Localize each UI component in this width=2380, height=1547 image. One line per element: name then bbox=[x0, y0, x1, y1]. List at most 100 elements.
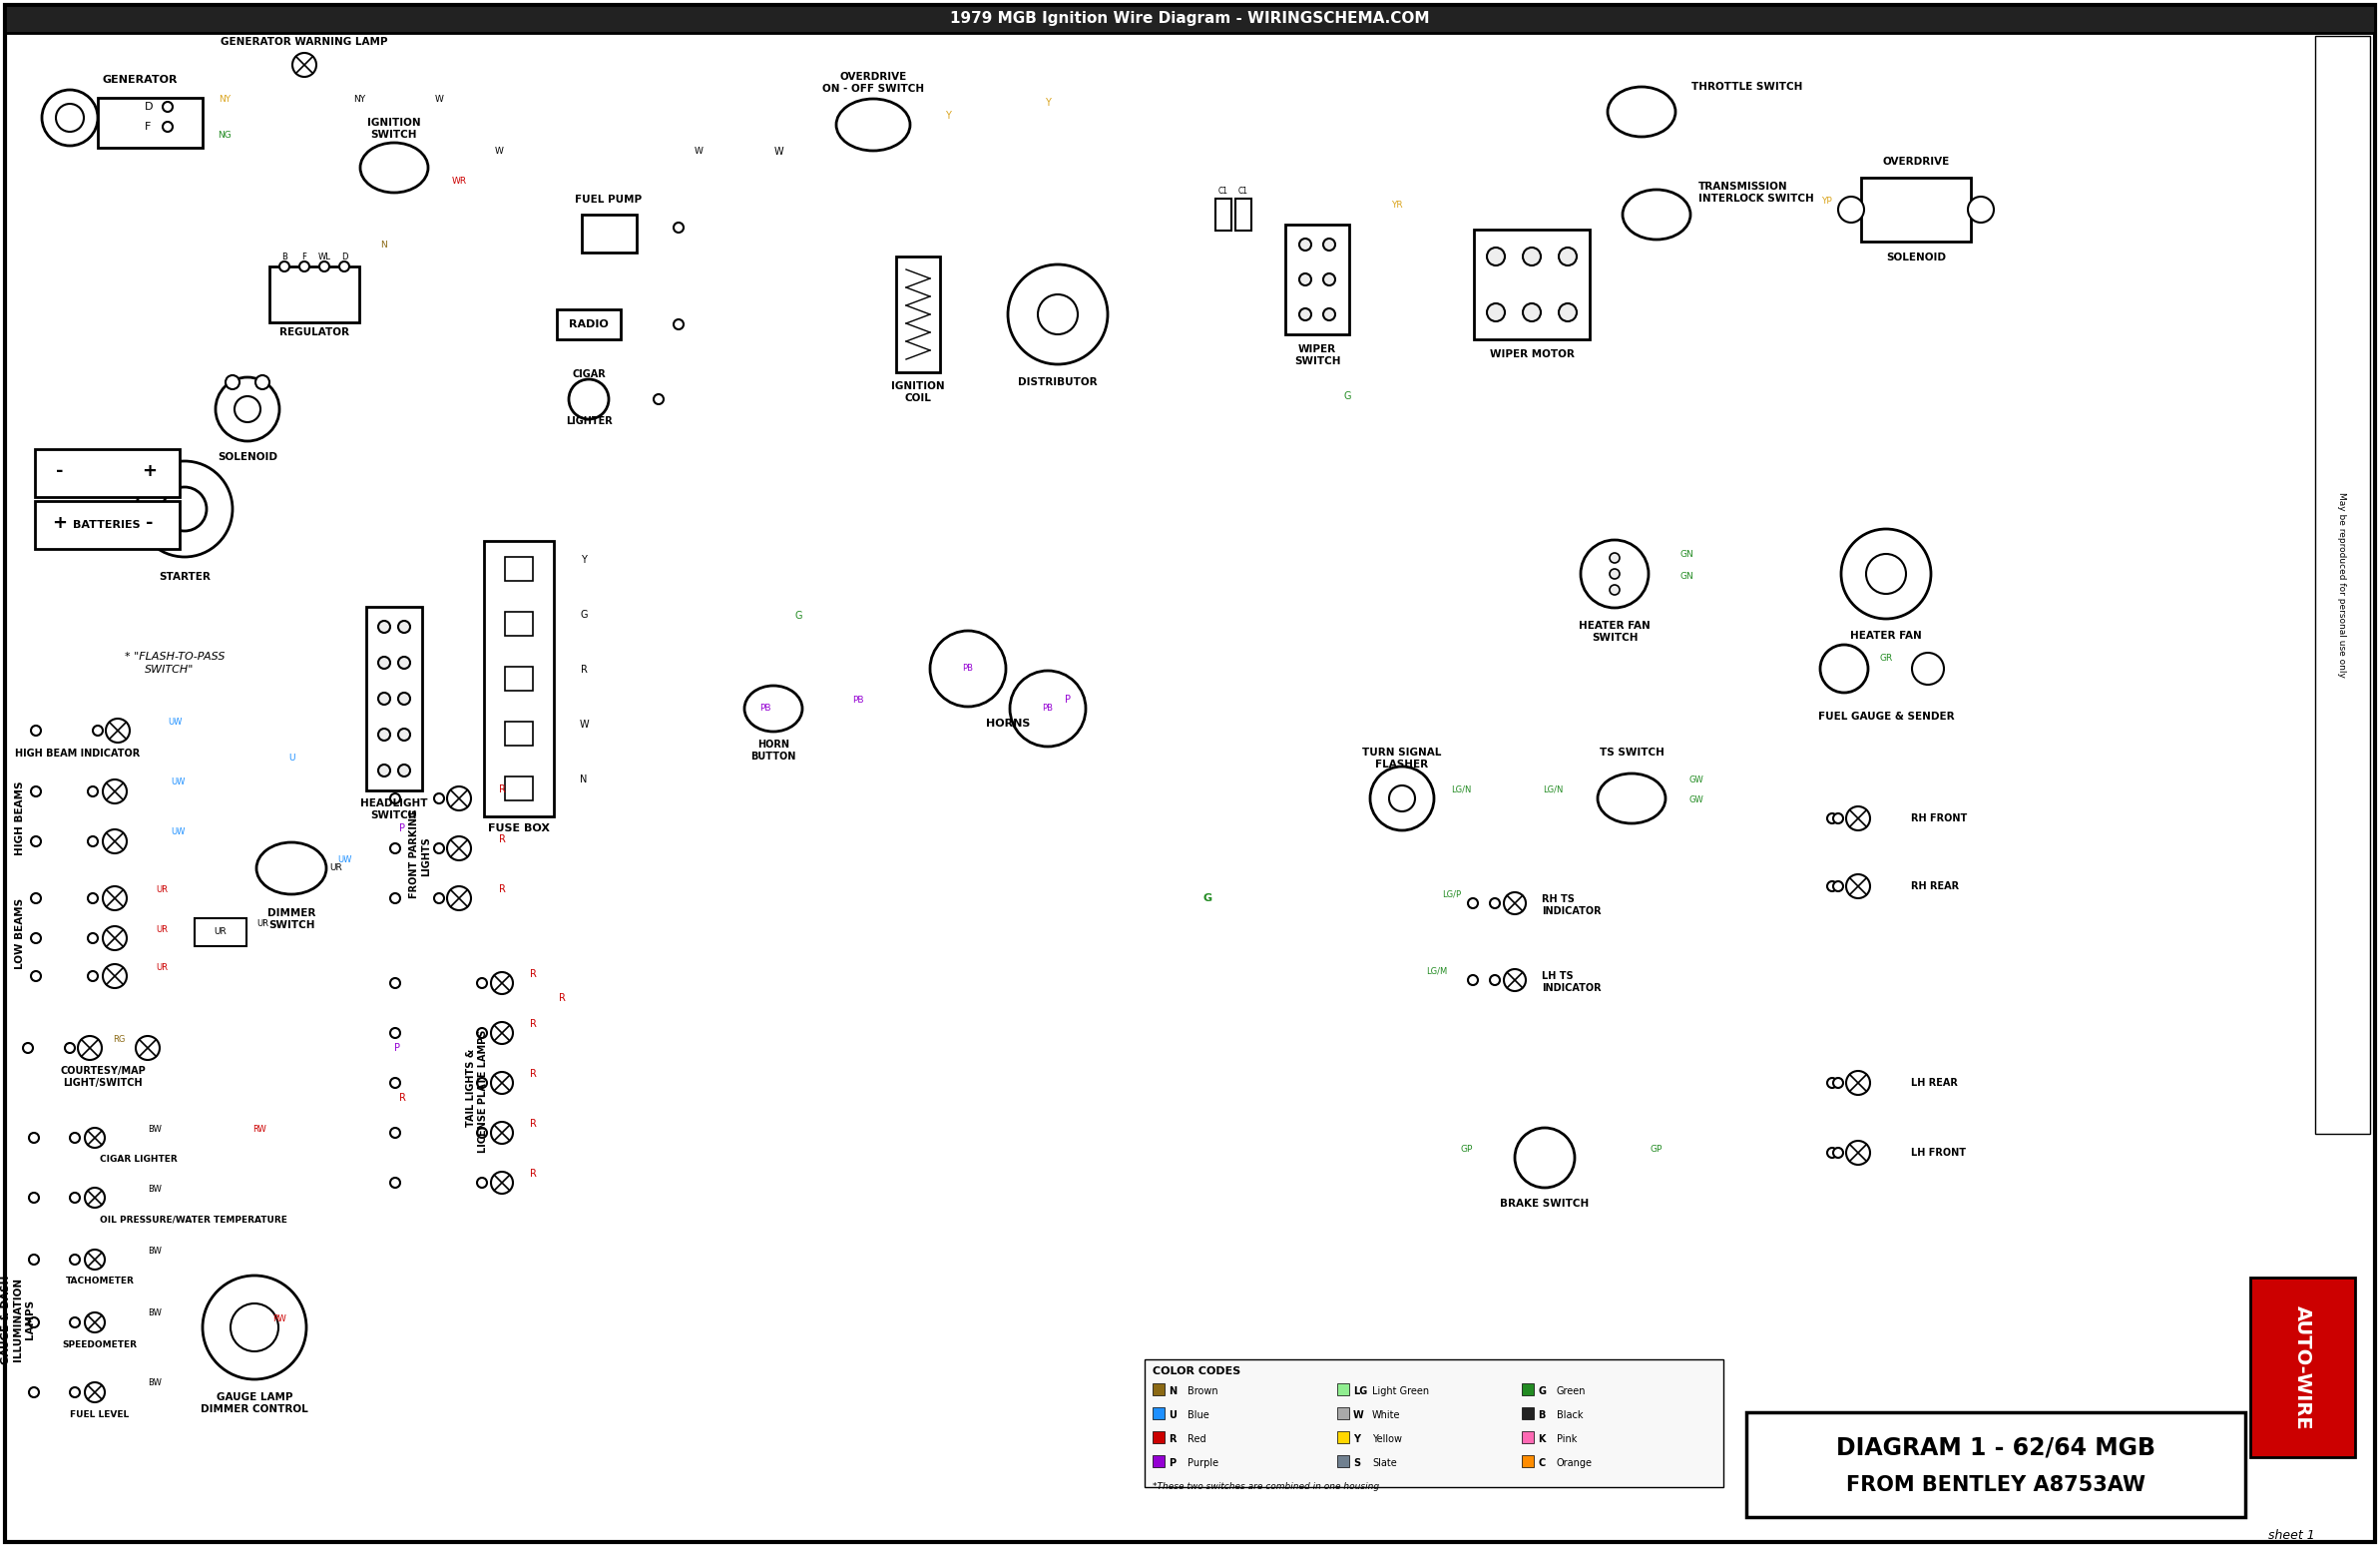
Circle shape bbox=[447, 786, 471, 811]
Circle shape bbox=[1490, 899, 1499, 908]
Text: Slate: Slate bbox=[1373, 1459, 1397, 1468]
Text: R: R bbox=[581, 665, 588, 674]
Circle shape bbox=[674, 223, 683, 232]
Text: R: R bbox=[497, 834, 505, 845]
Circle shape bbox=[31, 837, 40, 846]
Bar bbox=[1216, 198, 1230, 231]
Text: RADIO: RADIO bbox=[569, 319, 609, 330]
Circle shape bbox=[31, 786, 40, 797]
Text: GW: GW bbox=[1690, 777, 1704, 784]
Text: RH REAR: RH REAR bbox=[1911, 882, 1959, 891]
Circle shape bbox=[255, 376, 269, 390]
Circle shape bbox=[1323, 238, 1335, 251]
Bar bbox=[36, 501, 178, 549]
Circle shape bbox=[1821, 645, 1868, 693]
Circle shape bbox=[1609, 552, 1621, 563]
Circle shape bbox=[300, 261, 309, 271]
Bar bbox=[1152, 1431, 1164, 1443]
Circle shape bbox=[136, 1036, 159, 1060]
Text: GENERATOR: GENERATOR bbox=[102, 74, 178, 85]
Ellipse shape bbox=[1597, 774, 1666, 823]
Circle shape bbox=[136, 461, 233, 557]
Text: OVERDRIVE: OVERDRIVE bbox=[840, 71, 907, 82]
Text: HEATER FAN: HEATER FAN bbox=[1849, 631, 1921, 640]
Text: Y: Y bbox=[945, 111, 952, 121]
Text: FUSE BOX: FUSE BOX bbox=[488, 823, 550, 834]
Circle shape bbox=[447, 886, 471, 910]
Bar bbox=[505, 667, 533, 690]
Circle shape bbox=[29, 1388, 38, 1397]
Circle shape bbox=[1580, 540, 1649, 608]
Text: BRAKE SWITCH: BRAKE SWITCH bbox=[1499, 1199, 1590, 1208]
Text: HORN: HORN bbox=[757, 739, 790, 750]
Circle shape bbox=[86, 1250, 105, 1270]
Circle shape bbox=[105, 719, 131, 743]
Circle shape bbox=[1828, 1078, 1837, 1088]
Circle shape bbox=[1833, 814, 1842, 823]
Text: UW: UW bbox=[338, 855, 352, 863]
Circle shape bbox=[447, 837, 471, 860]
Text: GN: GN bbox=[1680, 571, 1692, 580]
Circle shape bbox=[378, 620, 390, 633]
Circle shape bbox=[1468, 975, 1478, 985]
Circle shape bbox=[1837, 196, 1864, 223]
Text: Brown: Brown bbox=[1188, 1386, 1219, 1397]
Text: PB: PB bbox=[962, 664, 973, 673]
Text: DIMMER CONTROL: DIMMER CONTROL bbox=[200, 1405, 309, 1414]
Text: PB: PB bbox=[759, 704, 771, 713]
Circle shape bbox=[1847, 1140, 1871, 1165]
Text: R: R bbox=[497, 784, 505, 795]
Text: REGULATOR: REGULATOR bbox=[278, 328, 350, 337]
Ellipse shape bbox=[1606, 87, 1676, 136]
Text: IGNITION: IGNITION bbox=[892, 381, 945, 391]
Text: G: G bbox=[795, 611, 802, 620]
Text: RW: RW bbox=[252, 1125, 267, 1134]
Circle shape bbox=[29, 1318, 38, 1327]
Bar bbox=[505, 777, 533, 800]
Text: WIPER MOTOR: WIPER MOTOR bbox=[1490, 350, 1573, 359]
Circle shape bbox=[476, 1078, 488, 1088]
Text: B: B bbox=[281, 252, 288, 261]
Text: G: G bbox=[581, 610, 588, 620]
Text: RW: RW bbox=[274, 1315, 286, 1324]
Circle shape bbox=[397, 693, 409, 704]
Bar bbox=[5, 5, 2375, 32]
Circle shape bbox=[433, 794, 445, 803]
Text: W: W bbox=[1354, 1411, 1364, 1420]
Circle shape bbox=[64, 1043, 74, 1054]
Circle shape bbox=[1968, 196, 1994, 223]
Text: OVERDRIVE: OVERDRIVE bbox=[1883, 156, 1949, 167]
Circle shape bbox=[390, 893, 400, 903]
Circle shape bbox=[378, 729, 390, 741]
Circle shape bbox=[102, 780, 126, 803]
Circle shape bbox=[31, 933, 40, 944]
Circle shape bbox=[319, 261, 328, 271]
Bar bbox=[2249, 1278, 2356, 1457]
Text: YP: YP bbox=[1821, 196, 1833, 206]
Text: FUEL GAUGE & SENDER: FUEL GAUGE & SENDER bbox=[1818, 712, 1954, 721]
Text: BATTERIES: BATTERIES bbox=[74, 520, 140, 531]
Text: NG: NG bbox=[217, 130, 231, 139]
Text: G: G bbox=[1342, 391, 1352, 401]
Bar bbox=[1338, 1456, 1349, 1467]
Text: DISTRIBUTOR: DISTRIBUTOR bbox=[1019, 377, 1097, 387]
Text: R: R bbox=[528, 1069, 536, 1078]
Circle shape bbox=[86, 1128, 105, 1148]
Circle shape bbox=[1390, 786, 1416, 812]
Text: -: - bbox=[145, 514, 152, 532]
Text: FROM BENTLEY A8753AW: FROM BENTLEY A8753AW bbox=[1847, 1476, 2144, 1494]
Bar bbox=[1747, 1412, 2244, 1518]
Text: C1: C1 bbox=[1238, 186, 1250, 195]
Circle shape bbox=[1299, 274, 1311, 286]
Circle shape bbox=[24, 1043, 33, 1054]
Circle shape bbox=[340, 261, 350, 271]
Circle shape bbox=[86, 1383, 105, 1402]
Circle shape bbox=[236, 396, 259, 422]
Circle shape bbox=[390, 1128, 400, 1137]
Circle shape bbox=[1866, 554, 1906, 594]
Text: W: W bbox=[495, 147, 505, 156]
Circle shape bbox=[1609, 585, 1621, 596]
Circle shape bbox=[931, 631, 1007, 707]
Circle shape bbox=[102, 886, 126, 910]
Text: +: + bbox=[52, 514, 67, 532]
